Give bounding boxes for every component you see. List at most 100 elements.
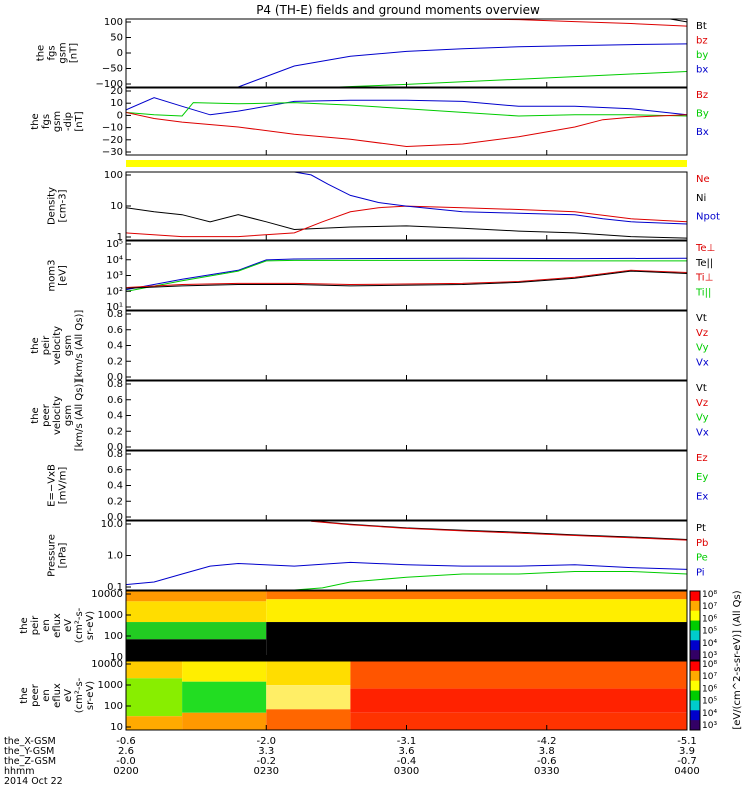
colorbar-frame — [689, 660, 701, 731]
flag-bar — [126, 160, 687, 167]
legend-label: Ti⊥ — [695, 273, 713, 284]
y-tick-label: 0.0 — [107, 442, 123, 453]
y-tick-label: 0.4 — [107, 411, 123, 422]
series-line — [125, 111, 688, 148]
y-tick-label: 0.4 — [107, 481, 123, 492]
legend-label: by — [696, 50, 708, 61]
y-axis-label: mom3[eV] — [47, 260, 69, 292]
legend-label: Ni — [696, 193, 706, 204]
legend-label: Ey — [696, 472, 708, 483]
series-line — [125, 207, 688, 239]
panel-frame — [125, 520, 688, 591]
spectro-cell — [350, 712, 687, 730]
y-axis-label-line: fgs — [41, 114, 52, 129]
series-line — [125, 561, 688, 586]
y-axis-label: thefgsgsm[nT] — [36, 42, 80, 63]
y-axis-label-line: (cm²-s- — [74, 607, 85, 643]
spectro-cell — [266, 685, 351, 710]
legend-label: Vx — [696, 357, 709, 368]
y-axis-label-line: [km/s (All Qs)] — [74, 310, 85, 382]
y-tick-label: 0.0 — [107, 512, 123, 523]
y-tick-label: 1 — [117, 232, 123, 243]
x-row-value: 0330 — [534, 766, 559, 777]
y-axis-label-line: fgs — [47, 45, 58, 60]
series-line — [311, 520, 688, 540]
series-line — [125, 270, 688, 289]
colorbar-tick: 10⁵ — [702, 697, 717, 707]
y-axis-label-line: peir — [41, 335, 52, 355]
y-axis-label: thepeirenefluxeV(cm²-s-sr-eV) — [19, 607, 96, 643]
series-line — [406, 18, 688, 27]
y-tick-label: −20 — [102, 135, 123, 146]
y-axis-label-line: (cm²-s- — [74, 677, 85, 713]
y-axis-label-line: peir — [30, 615, 41, 635]
x-row-value: 3.3 — [258, 746, 274, 757]
y-tick-label: 1000 — [98, 680, 123, 691]
y-axis-label-line: eV — [63, 689, 74, 702]
legend-label: Ne — [696, 174, 710, 185]
x-row-label: the_Y-GSM — [4, 746, 54, 757]
legend-label: By — [696, 109, 709, 120]
spectro-cell — [126, 601, 267, 623]
spectro-cell — [126, 661, 183, 679]
spectro-cell — [266, 599, 687, 623]
y-axis-label-line: the — [36, 45, 47, 61]
y-axis-label-line: en — [41, 689, 52, 702]
panel-frame — [125, 18, 688, 88]
legend-label: bz — [696, 36, 708, 47]
legend-label: Ex — [696, 491, 708, 502]
x-axis-labels: the_X-GSM -0.6 -2.0 -3.1 -4.2 -5.1 the_Y-GSM 2.… — [4, 736, 700, 787]
y-tick-label: 100 — [104, 631, 123, 642]
colorbar-frame — [689, 590, 701, 661]
panel-6: Vt Vz Vy Vx 0.8 0.6 0.4 0.2 0.0 thepeervelocitygs… — [30, 379, 709, 453]
colorbar-segment — [690, 661, 700, 672]
y-axis-label-line: peer — [30, 683, 41, 707]
y-axis-label: Pressure[nPa] — [47, 534, 69, 577]
y-tick-label: 10.0 — [101, 519, 123, 530]
x-row-value: -0.2 — [256, 756, 276, 767]
y-axis-label: Density[cm-3] — [47, 187, 69, 225]
y-axis-label-line: [km/s (All Qs)] — [74, 380, 85, 452]
colorbar-tick: 10⁸ — [702, 660, 717, 670]
date-label: 2014 Oct 22 — [4, 776, 63, 787]
y-tick-label: 10⁵ — [106, 239, 123, 250]
y-tick-label: 0.6 — [107, 325, 123, 336]
legend-label: Vt — [696, 313, 707, 324]
x-row-value: 0300 — [394, 766, 419, 777]
y-tick-label: 10² — [106, 286, 123, 297]
y-tick-label: 100 — [104, 170, 123, 181]
series-line — [125, 97, 688, 116]
spectro-cell — [350, 661, 687, 689]
y-axis-label-line: gsm — [58, 42, 69, 63]
colorbar-tick: 10⁶ — [702, 684, 717, 694]
x-row-value: 0400 — [674, 766, 699, 777]
y-axis-label: thepeerenefluxeV(cm²-s-sr-eV) — [19, 677, 96, 713]
colorbar-segment — [690, 670, 700, 682]
spectro-cell — [126, 716, 183, 730]
legend-label: Pt — [696, 523, 706, 534]
legend-label: Bt — [696, 21, 707, 32]
panel-3: Ne Ni Npot 100 10 1 Density[cm-3] — [47, 170, 720, 243]
panel-8: Pt Pb Pe Pi 10.0 1.0 0.1 Pressure[nPa] — [47, 519, 709, 593]
y-tick-label: 10³ — [106, 271, 123, 282]
colorbar-tick: 10⁶ — [702, 614, 717, 624]
y-axis-label-line: the — [19, 617, 30, 633]
x-row-label: the_X-GSM — [4, 736, 56, 747]
y-tick-label: 10 — [110, 201, 123, 212]
series-line — [125, 269, 688, 289]
y-axis-label-line: the — [30, 113, 41, 129]
y-tick-label: 10⁴ — [106, 255, 123, 266]
x-row-value: 3.9 — [679, 746, 695, 757]
colorbar-segment — [690, 620, 700, 631]
series-line — [339, 71, 688, 88]
y-axis-label-line: sr-eV) — [85, 681, 96, 710]
legend-label: Vy — [696, 343, 709, 354]
legend-label: Te|| — [695, 258, 713, 269]
y-tick-label: 0.4 — [107, 341, 123, 352]
y-tick-label: 10 — [110, 722, 123, 733]
panel-frame — [125, 87, 688, 156]
spectro-cell — [266, 661, 351, 686]
x-row-value: -5.1 — [677, 736, 697, 747]
spectro-cell — [182, 712, 267, 730]
